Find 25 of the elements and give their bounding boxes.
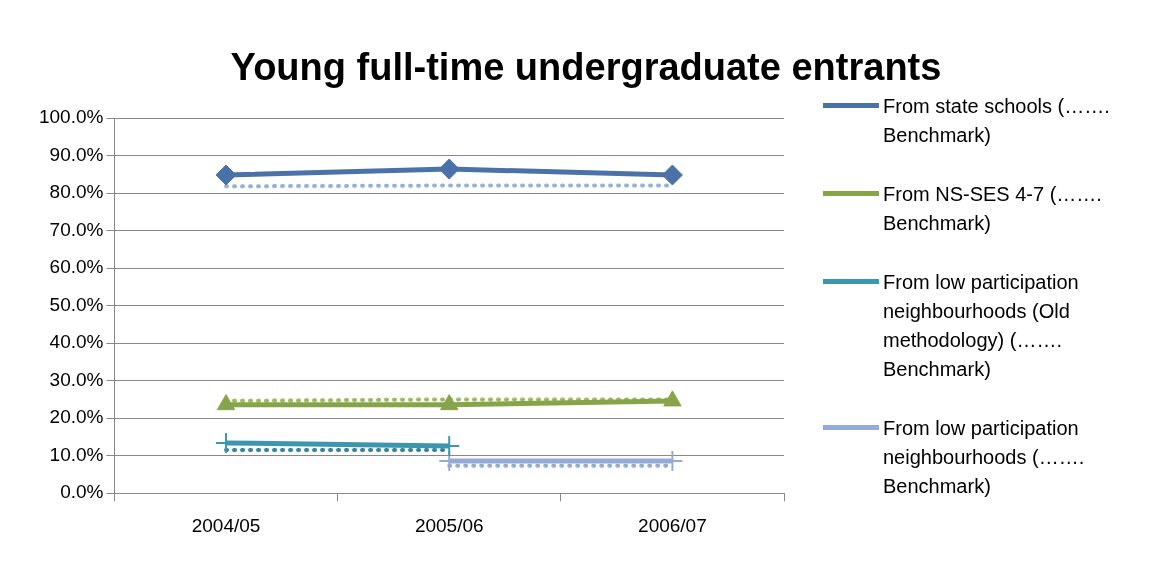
legend-label: From state schools (……. Benchmark) xyxy=(883,94,1111,148)
x-tick-label: 2005/06 xyxy=(414,514,484,536)
legend-label: From NS-SES 4-7 (……. Benchmark) xyxy=(883,182,1103,236)
legend-label: From low participation neighbourhoods (Old methodology) (……. Benchmark) xyxy=(883,270,1080,382)
y-tick-label: 50.0% xyxy=(49,293,104,315)
y-tick-label: 40.0% xyxy=(49,331,104,353)
y-tick-label: 80.0% xyxy=(49,181,104,203)
y-tick-label: 90.0% xyxy=(49,143,104,165)
point xyxy=(438,158,460,180)
y-tick-label: 10.0% xyxy=(49,443,104,465)
point xyxy=(661,164,683,186)
point xyxy=(216,394,236,411)
y-tick-label: 0.0% xyxy=(60,481,104,503)
y-tick-label: 70.0% xyxy=(49,218,104,240)
chart-title: Young full-time undergraduate entrants xyxy=(230,46,942,89)
x-tick-label: 2006/07 xyxy=(638,514,707,536)
point xyxy=(440,394,459,411)
point xyxy=(215,164,237,186)
y-tick-label: 20.0% xyxy=(49,406,104,428)
x-tick-label: 2004/05 xyxy=(191,514,261,536)
y-tick-label: 30.0% xyxy=(49,368,104,390)
legend-label: From low participation neighbourhoods (……. Benchmark) xyxy=(883,416,1086,499)
point xyxy=(663,390,682,407)
y-tick-label: 60.0% xyxy=(49,256,104,278)
y-tick-label: 100.0% xyxy=(38,106,104,128)
